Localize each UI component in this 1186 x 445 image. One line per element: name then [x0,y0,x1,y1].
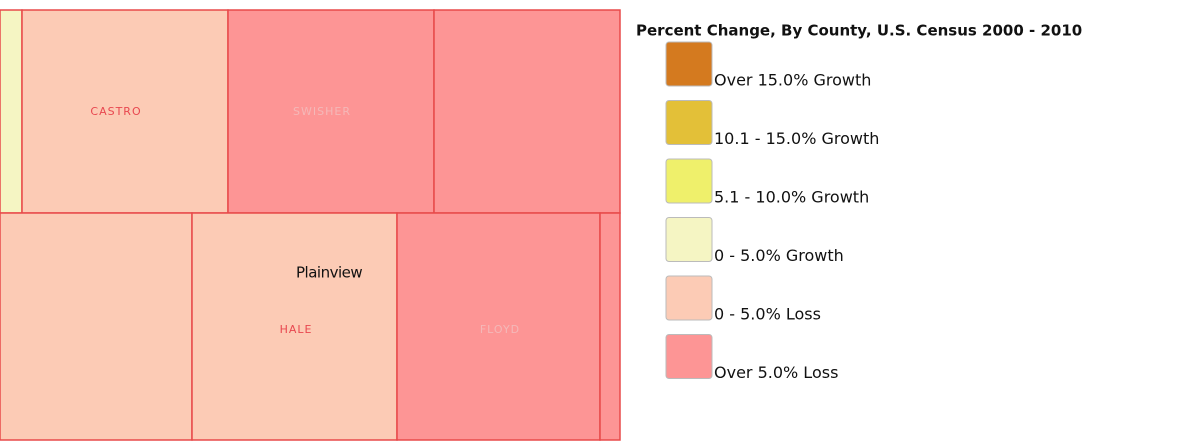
county-shape [227,9,435,214]
county-shape [0,9,23,214]
county-label: SWISHER [293,105,351,118]
map [0,9,621,441]
county-shape [599,212,621,441]
county-label: HALE [280,323,313,336]
county-label: CASTRO [90,105,141,118]
legend-swatch [665,100,713,145]
county-shape [191,212,398,441]
legend-swatch [665,41,713,87]
county-label: FLOYD [480,323,520,336]
legend-label: Over 15.0% Growth [714,71,871,90]
legend: Percent Change, By County, U.S. Census 2… [636,22,1082,383]
county-shape [396,212,601,441]
county-shape [21,9,229,214]
county-shape [0,212,193,441]
legend-swatch [665,158,713,204]
legend-label: Over 5.0% Loss [714,363,838,382]
legend-swatch [665,275,713,321]
legend-label: 5.1 - 10.0% Growth [714,188,869,207]
legend-label: 0 - 5.0% Growth [714,246,844,265]
legend-label: 10.1 - 15.0% Growth [714,129,879,148]
legend-title: Percent Change, By County, U.S. Census 2… [636,22,1082,40]
legend-swatch [665,217,713,262]
legend-swatch [665,334,713,379]
city-label: Plainview [296,264,362,282]
legend-label: 0 - 5.0% Loss [714,305,821,324]
county-shape [433,9,621,214]
